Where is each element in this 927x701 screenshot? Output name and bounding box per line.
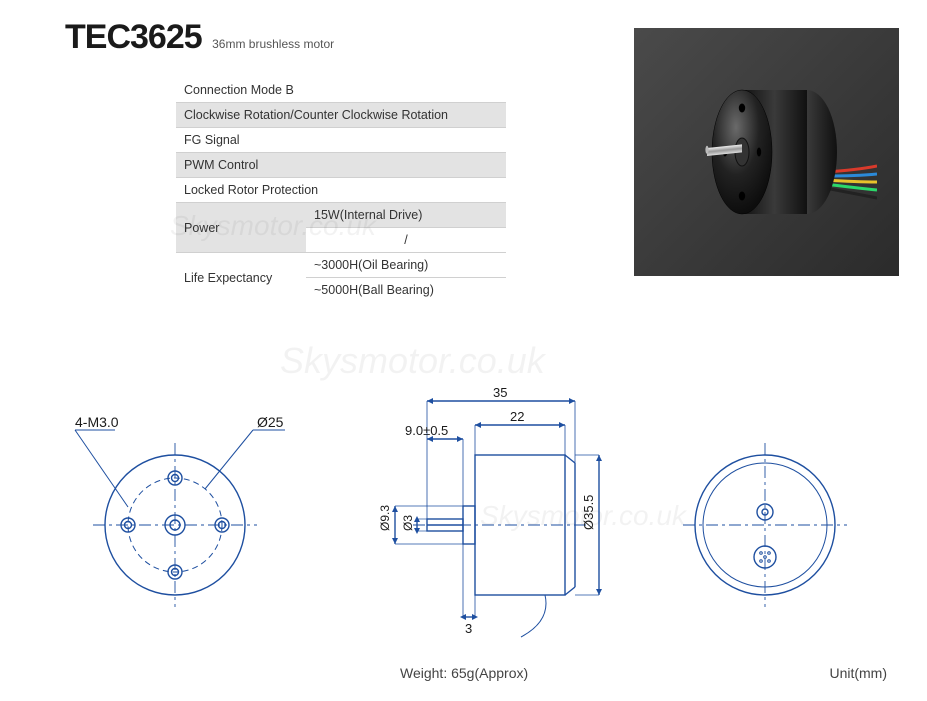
dim-shaft-dia: Ø3: [401, 515, 415, 531]
spec-row: Locked Rotor Protection: [176, 178, 506, 203]
dim-body-len: 22: [510, 409, 524, 424]
dim-overall-len: 35: [493, 385, 507, 400]
dim-outer-dia: Ø35.5: [581, 495, 596, 530]
spec-power-value: /: [306, 228, 506, 252]
spec-power-label: Power: [176, 203, 306, 252]
spec-row: FG Signal: [176, 128, 506, 153]
unit-note: Unit(mm): [829, 665, 887, 681]
spec-life-value: ~5000H(Ball Bearing): [306, 278, 506, 302]
spec-row: Connection Mode B: [176, 78, 506, 103]
spec-row: PWM Control: [176, 153, 506, 178]
spec-row: Clockwise Rotation/Counter Clockwise Rot…: [176, 103, 506, 128]
engineering-drawings: 4-M3.0 Ø25: [55, 385, 885, 645]
weight-note: Weight: 65g(Approx): [400, 665, 528, 681]
side-view: 35 22 9.0±0.5 3 Ø35.5 Ø9.3 Ø3: [378, 385, 602, 637]
spec-life-value: ~3000H(Oil Bearing): [306, 253, 506, 278]
spec-life: Life Expectancy ~3000H(Oil Bearing) ~500…: [176, 253, 506, 302]
spec-life-label: Life Expectancy: [176, 253, 306, 302]
dim-step: 3: [465, 621, 472, 636]
dim-boss-dia: Ø9.3: [378, 505, 392, 531]
spec-power-value: 15W(Internal Drive): [306, 203, 506, 228]
front-view: [75, 430, 285, 607]
dim-shaft-len: 9.0±0.5: [405, 423, 448, 438]
dim-holes: 4-M3.0: [75, 414, 119, 430]
model-number: TEC3625: [65, 18, 202, 57]
header: TEC3625 36mm brushless motor: [65, 18, 334, 57]
motor-illustration: [657, 52, 877, 252]
spec-power: Power 15W(Internal Drive) /: [176, 203, 506, 253]
product-photo: [634, 28, 899, 276]
watermark: Skysmotor.co.uk: [280, 340, 545, 382]
spec-table: Connection Mode B Clockwise Rotation/Cou…: [176, 78, 506, 302]
model-subtitle: 36mm brushless motor: [212, 37, 334, 51]
rear-view: [683, 443, 847, 607]
dim-pcd: Ø25: [257, 414, 284, 430]
